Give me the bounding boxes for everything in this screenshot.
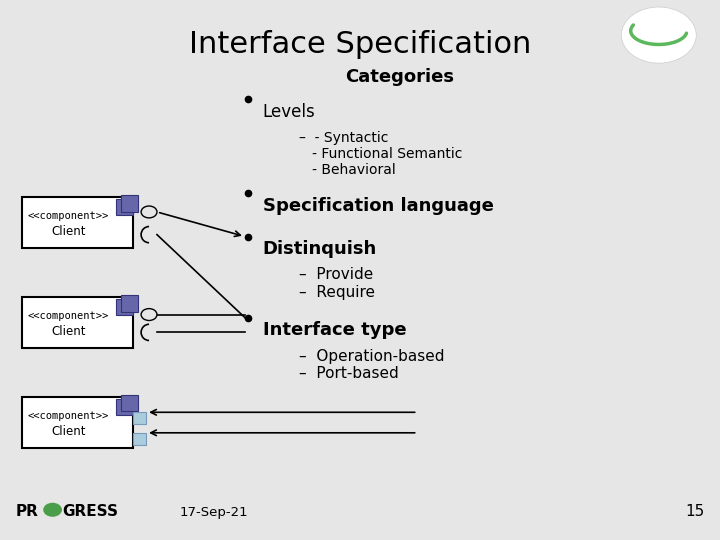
Bar — [116, 399, 133, 415]
Bar — [22, 397, 133, 448]
Circle shape — [141, 206, 157, 218]
Text: - Behavioral: - Behavioral — [299, 163, 395, 177]
Bar — [116, 299, 133, 315]
Text: <<component>>: <<component>> — [28, 311, 109, 321]
Bar — [133, 413, 146, 424]
Bar — [121, 295, 138, 312]
Text: –  Provide: – Provide — [299, 267, 373, 282]
Text: 15: 15 — [685, 504, 704, 519]
Circle shape — [621, 7, 696, 63]
Circle shape — [141, 309, 157, 321]
Bar — [22, 197, 133, 248]
Bar — [116, 199, 133, 215]
Text: –  - Syntactic: – - Syntactic — [299, 131, 388, 145]
Text: –  Port-based: – Port-based — [299, 366, 399, 381]
Bar — [133, 433, 146, 444]
Text: Categories: Categories — [345, 68, 454, 85]
Text: Client: Client — [51, 325, 86, 338]
Text: - Functional Semantic: - Functional Semantic — [299, 147, 462, 161]
Bar — [121, 395, 138, 411]
Text: Distinquish: Distinquish — [263, 240, 377, 258]
Text: PR: PR — [16, 504, 39, 519]
Text: Client: Client — [51, 424, 86, 438]
Text: –  Require: – Require — [299, 285, 375, 300]
Text: <<component>>: <<component>> — [28, 411, 109, 421]
Text: Client: Client — [51, 225, 86, 238]
Text: Interface Specification: Interface Specification — [189, 30, 531, 59]
Text: Levels: Levels — [263, 103, 315, 120]
Circle shape — [43, 503, 62, 517]
Text: GRESS: GRESS — [62, 504, 118, 519]
Text: 17-Sep-21: 17-Sep-21 — [180, 507, 248, 519]
Bar — [22, 297, 133, 348]
Text: Interface type: Interface type — [263, 321, 406, 339]
Text: <<component>>: <<component>> — [28, 211, 109, 221]
Text: Specification language: Specification language — [263, 197, 494, 215]
Bar — [121, 195, 138, 212]
Text: –  Operation-based: – Operation-based — [299, 349, 444, 364]
